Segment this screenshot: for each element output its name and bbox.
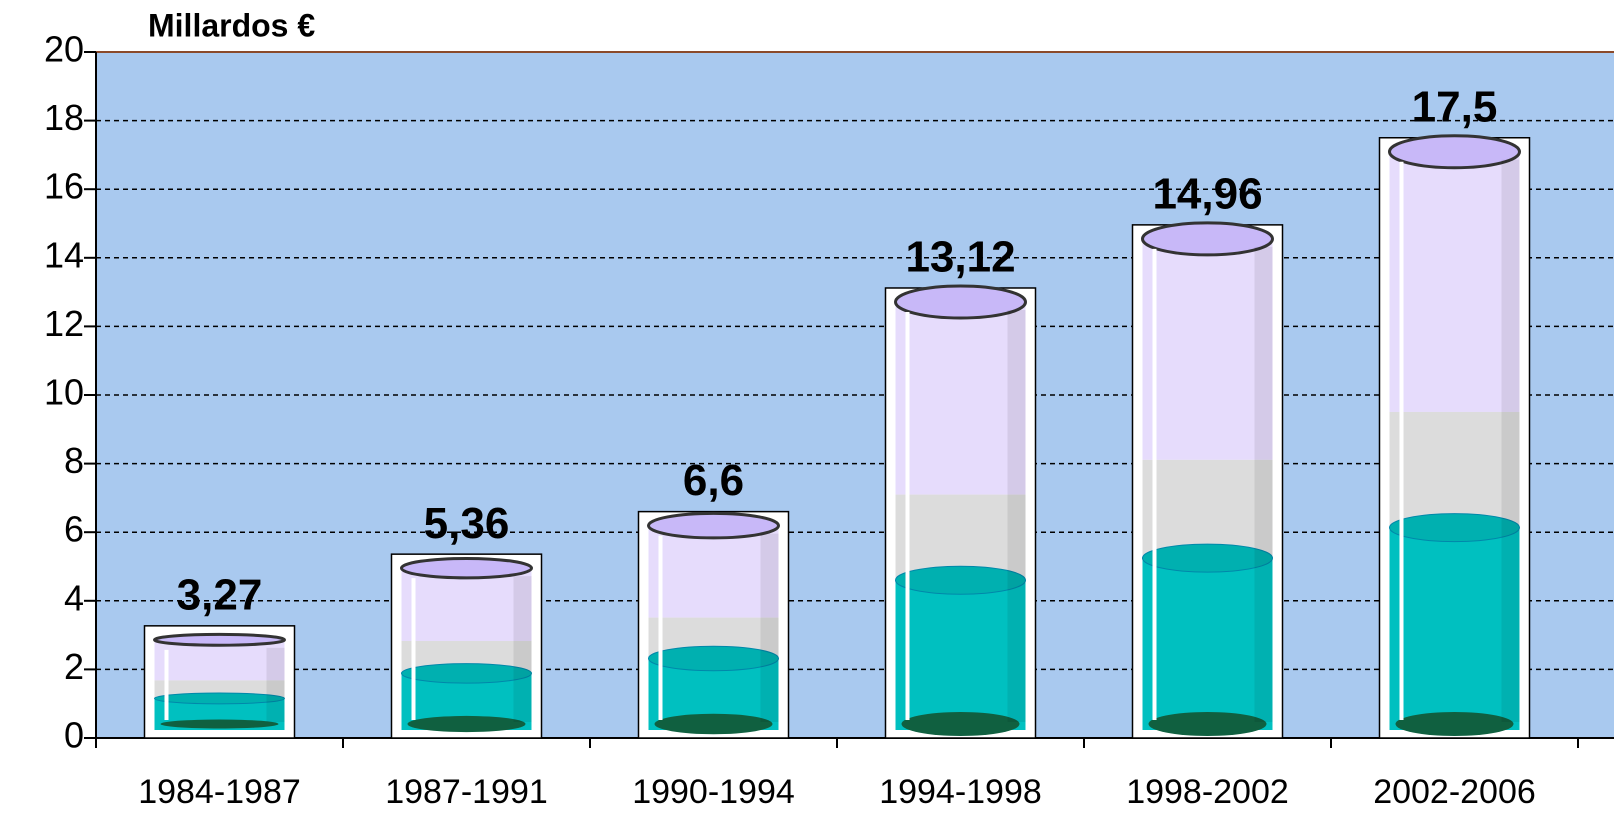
liquid-surface	[648, 645, 779, 672]
x-tick-label: 1987-1991	[385, 773, 548, 811]
liquid-surface	[154, 692, 285, 705]
beaker-base	[1148, 712, 1267, 736]
beaker-shade	[513, 576, 532, 722]
beaker	[637, 510, 790, 739]
value-label: 5,36	[424, 499, 510, 548]
beaker	[143, 625, 296, 739]
y-tick-label: 12	[44, 303, 84, 344]
y-tick-label: 6	[64, 509, 84, 550]
value-label: 14,96	[1152, 169, 1262, 218]
beaker-base	[160, 719, 279, 729]
y-tick-label: 16	[44, 166, 84, 207]
liquid-surface	[1142, 543, 1273, 573]
beaker-rim	[400, 556, 533, 580]
x-tick-label: 1984-1987	[138, 773, 301, 811]
y-axis-label: Millardos €	[148, 7, 315, 43]
beaker	[884, 284, 1037, 739]
liquid-surface	[1389, 513, 1520, 543]
x-tick-label: 2002-2006	[1373, 773, 1536, 811]
beaker-glass	[895, 301, 1026, 495]
beaker-rim	[1388, 134, 1521, 170]
beaker-base	[654, 713, 773, 735]
beaker-glass	[1389, 151, 1520, 412]
beaker-glass	[401, 568, 532, 641]
beaker-glass	[648, 525, 779, 618]
y-tick-label: 8	[64, 440, 84, 481]
beaker	[1378, 134, 1531, 739]
liquid-surface	[895, 565, 1026, 595]
beaker-liquid	[1142, 558, 1273, 730]
beaker-glass-mid	[1142, 459, 1273, 559]
beaker-shade	[266, 647, 285, 722]
beaker-base	[1395, 712, 1514, 736]
x-tick-label: 1998-2002	[1126, 773, 1289, 811]
liquid-surface	[401, 663, 532, 684]
beaker-rim	[647, 511, 780, 540]
y-tick-label: 4	[64, 577, 84, 618]
beaker-rim	[1141, 221, 1274, 257]
beaker	[1131, 221, 1284, 739]
beaker-base	[901, 712, 1020, 736]
y-tick-label: 20	[44, 29, 84, 70]
beaker-shade	[1007, 309, 1026, 722]
beaker-glass-mid	[1389, 411, 1520, 528]
y-tick-label: 10	[44, 372, 84, 413]
y-tick-label: 14	[44, 234, 84, 275]
x-tick-label: 1990-1994	[632, 773, 795, 811]
beaker-shade	[1254, 246, 1273, 722]
x-tick-label: 1994-1998	[879, 773, 1042, 811]
y-tick-label: 0	[64, 715, 84, 756]
beaker-liquid	[895, 580, 1026, 730]
y-tick-label: 18	[44, 97, 84, 138]
beaker-rim	[153, 632, 286, 647]
value-label: 6,6	[683, 456, 744, 505]
value-label: 17,5	[1412, 82, 1498, 131]
beaker-glass	[1142, 238, 1273, 460]
beaker	[390, 553, 543, 739]
beaker-rim	[894, 284, 1027, 320]
beaker-liquid	[1389, 527, 1520, 730]
beaker-shade	[1501, 159, 1520, 722]
value-label: 3,27	[177, 570, 263, 619]
beaker-shade	[760, 533, 779, 722]
value-label: 13,12	[905, 233, 1015, 282]
beaker-base	[407, 715, 526, 733]
y-tick-label: 2	[64, 646, 84, 687]
